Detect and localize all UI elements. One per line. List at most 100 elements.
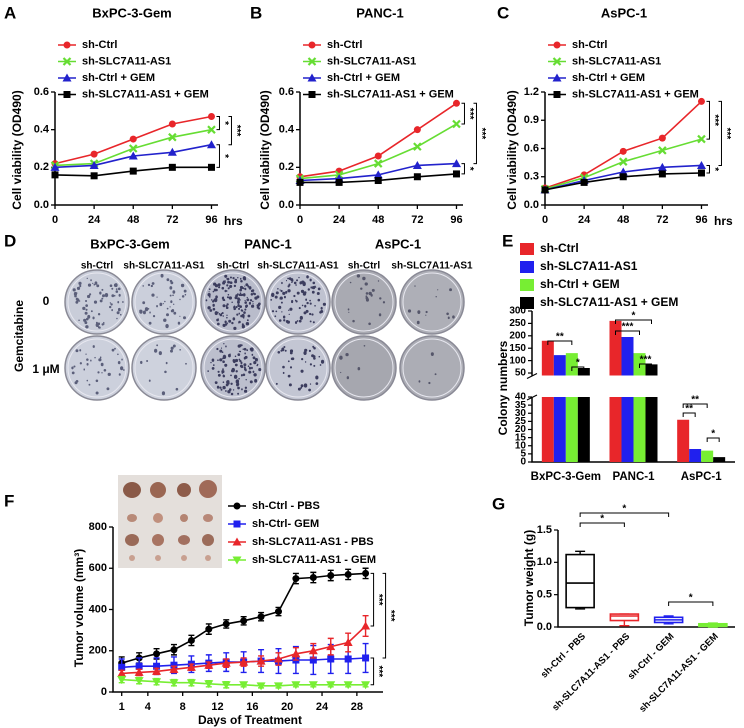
y-tick-label: 0.0 — [34, 199, 49, 211]
y-tick-label: 0.2 — [279, 161, 294, 173]
row-label: 1 μM — [32, 362, 59, 376]
tumor — [129, 555, 135, 561]
significance-label: *** — [709, 114, 720, 126]
marker — [152, 666, 162, 675]
marker — [118, 663, 126, 671]
y-tick-label: 25 — [515, 416, 527, 427]
marker — [186, 679, 196, 688]
legend-label: sh-SLC7A11-AS1 + GEM — [540, 295, 678, 309]
marker — [205, 625, 213, 633]
significance-bracket — [579, 522, 625, 527]
marker — [697, 97, 705, 105]
y-tick-label: 1.5 — [537, 524, 552, 536]
y-tick-label: 200 — [509, 330, 526, 341]
tumor — [177, 483, 191, 497]
marker — [657, 162, 667, 171]
y-tick-label: 0.2 — [34, 161, 49, 173]
legend-marker — [233, 520, 241, 528]
marker — [273, 682, 283, 691]
y-tick-label: 10 — [515, 440, 527, 451]
marker — [186, 662, 196, 671]
significance-bracket — [228, 115, 232, 146]
plate — [331, 269, 397, 335]
marker — [362, 569, 370, 577]
x-tick-label: AsPC-1 — [681, 471, 723, 483]
bar — [609, 320, 622, 462]
marker — [204, 660, 214, 669]
significance-bracket — [615, 319, 652, 324]
significance-bracket — [579, 512, 670, 517]
legend-label: sh-Ctrl — [572, 39, 607, 51]
tumor — [181, 555, 187, 561]
x-tick-label: PANC-1 — [613, 471, 656, 483]
marker — [452, 170, 460, 178]
significance-bracket — [461, 163, 465, 175]
marker — [580, 178, 588, 186]
x-tick-label: 96 — [450, 214, 462, 226]
panel-letter: A — [4, 3, 16, 22]
chart-title: AsPC-1 — [601, 5, 647, 20]
y-tick-label: 0.0 — [279, 199, 294, 211]
tumor — [152, 534, 164, 546]
marker — [274, 608, 282, 616]
marker — [256, 656, 266, 665]
y-axis-label: Tumor weight (g) — [522, 530, 536, 626]
column-label: sh-Ctrl — [348, 261, 380, 272]
significance-label: * — [689, 593, 693, 604]
x-axis-label: Days of Treatment — [198, 713, 302, 727]
x-tick-label: 72 — [656, 214, 668, 226]
bar — [621, 337, 634, 462]
y-tick-label: 1.2 — [524, 86, 539, 98]
legend-marker — [552, 73, 562, 82]
marker — [697, 169, 705, 177]
tumor — [127, 514, 137, 522]
bar — [541, 340, 554, 462]
plate-rim — [134, 272, 194, 332]
marker — [327, 655, 335, 663]
legend-label: sh-SLC7A11-AS1 - PBS — [252, 536, 374, 548]
x-tick-label: 48 — [127, 214, 139, 226]
marker — [153, 650, 161, 658]
significance-bracket — [706, 164, 710, 174]
plate-rim — [334, 338, 394, 398]
marker — [619, 147, 627, 155]
marker — [273, 654, 283, 663]
marker — [619, 173, 627, 181]
significance-label: ** — [691, 395, 699, 406]
legend-swatch — [520, 279, 534, 291]
chart-title: PANC-1 — [356, 5, 403, 20]
marker — [207, 112, 215, 120]
x-tick-label: 72 — [411, 214, 423, 226]
plate — [64, 335, 130, 401]
y-tick-label: 0 — [520, 457, 526, 468]
marker — [343, 681, 353, 690]
significance-label: *** — [231, 125, 242, 137]
legend-swatch — [520, 243, 534, 255]
bar — [565, 353, 578, 462]
marker — [153, 662, 161, 670]
legend-label: sh-Ctrl — [540, 241, 579, 255]
column-label: sh-SLC7A11-AS1 — [257, 261, 339, 272]
plates — [64, 269, 465, 401]
tumor — [180, 514, 188, 522]
x-axis-label: hrs — [714, 214, 733, 228]
marker — [343, 638, 353, 646]
marker — [308, 681, 318, 690]
marker — [308, 646, 318, 655]
y-tick-label: 0.0 — [537, 621, 552, 633]
column-title: AsPC-1 — [375, 236, 421, 251]
plate — [331, 335, 397, 401]
plate — [265, 269, 331, 335]
legend-marker — [307, 73, 317, 82]
bar — [701, 450, 714, 462]
marker — [344, 570, 352, 578]
x-tick-label: sh-SLC7A11-AS1 - PBS — [550, 631, 632, 713]
marker — [167, 147, 177, 156]
legend-label: sh-SLC7A11-AS1 — [82, 55, 171, 67]
legend-marker — [308, 41, 316, 49]
y-tick-label: 5 — [520, 449, 526, 460]
marker — [257, 613, 265, 621]
marker — [413, 173, 421, 181]
marker — [256, 682, 266, 691]
legend-marker — [553, 91, 561, 98]
